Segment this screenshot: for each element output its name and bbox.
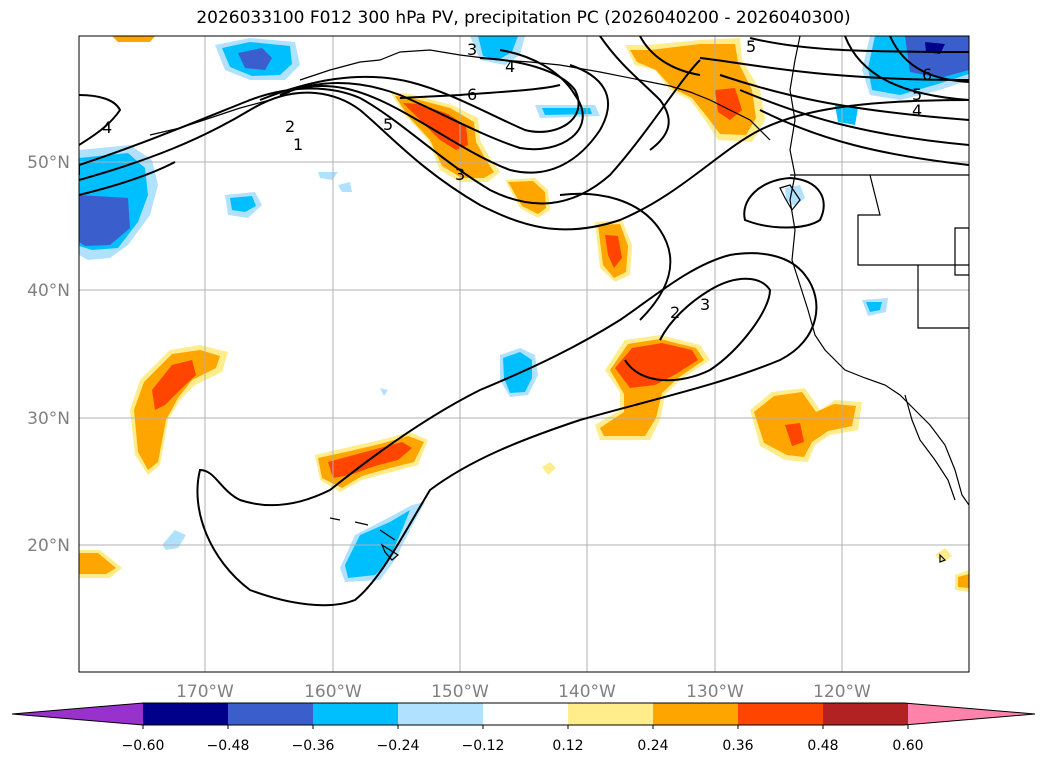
colorbar-swatch-2 xyxy=(228,703,313,725)
pv-contour-6 xyxy=(399,84,561,99)
lon-label-120w: 120°W xyxy=(813,682,871,702)
contour-label-6b: 6 xyxy=(922,65,932,84)
colorbar-swatches xyxy=(12,703,1035,725)
pv-contour-2 xyxy=(79,59,701,205)
colorbar-tick-label: −0.24 xyxy=(377,738,420,754)
lon-label-160w: 160°W xyxy=(304,682,362,702)
colorbar-swatch-5 xyxy=(483,703,568,725)
colorbar-swatch-7 xyxy=(653,703,738,725)
lat-label-40n: 40°N xyxy=(27,281,70,301)
colorbar-swatch-9 xyxy=(823,703,908,725)
colorbar-swatch-high-extend xyxy=(908,703,1035,725)
pv-contour-5 xyxy=(259,57,580,133)
colorbar-swatch-6 xyxy=(568,703,653,725)
contour-label-5a: 5 xyxy=(383,115,393,134)
pv-contour-1 xyxy=(79,91,969,231)
pv-contour-4 xyxy=(279,49,584,151)
lon-label-170w: 170°W xyxy=(176,682,234,702)
contour-label-3a: 3 xyxy=(455,165,465,184)
gridlines xyxy=(79,36,969,672)
contour-label-2b: 2 xyxy=(670,303,680,322)
lat-label-30n: 30°N xyxy=(27,409,70,429)
contour-label-4b: 4 xyxy=(912,101,922,120)
colorbar-tick-label: 0.24 xyxy=(637,738,668,754)
contour-label-6a: 6 xyxy=(467,85,477,104)
colorbar-swatch-3 xyxy=(313,703,398,725)
contour-label-2a: 2 xyxy=(285,117,295,136)
contour-label-3c: 3 xyxy=(700,295,710,314)
colorbar-ticks: −0.60 −0.48 −0.36 −0.24 −0.12 0.12 0.24 0.36 0.4… xyxy=(122,725,924,754)
colorbar-tick-label: −0.12 xyxy=(462,738,505,754)
colorbar: −0.60 −0.48 −0.36 −0.24 −0.12 0.12 0.24 0.36 0.4… xyxy=(11,702,1036,754)
lat-label-20n: 20°N xyxy=(27,536,70,556)
colorbar-tick-label: −0.36 xyxy=(292,738,335,754)
colorbar-tick-label: −0.60 xyxy=(122,738,165,754)
pv-contour-upper-right xyxy=(749,37,969,53)
contour-labels: 1 2 2 3 3 3 4 4 4 5 5 5 6 6 xyxy=(102,37,932,322)
pv-contour-trough xyxy=(196,252,818,607)
map-title: 2026033100 F012 300 hPa PV, precipitatio… xyxy=(196,8,851,28)
pv-contour-3 xyxy=(289,64,610,174)
map-area: 1 2 2 3 3 3 4 4 4 5 5 5 6 6 xyxy=(79,36,969,672)
contour-label-1: 1 xyxy=(293,135,303,154)
lat-label-50n: 50°N xyxy=(27,153,70,173)
colorbar-swatch-8 xyxy=(738,703,823,725)
colorbar-tick-label: 0.48 xyxy=(807,738,838,754)
colorbar-swatch-4 xyxy=(398,703,483,725)
colorbar-tick-label: 0.12 xyxy=(552,738,583,754)
contour-label-3b: 3 xyxy=(467,40,477,59)
contour-label-4c: 4 xyxy=(102,118,112,137)
colorbar-swatch-low-extend xyxy=(12,703,143,725)
lon-label-130w: 130°W xyxy=(686,682,744,702)
contour-label-5c: 5 xyxy=(912,85,922,104)
colorbar-tick-label: 0.60 xyxy=(892,738,923,754)
colorbar-outline xyxy=(11,702,1036,726)
longitude-labels: 170°W 160°W 150°W 140°W 130°W 120°W xyxy=(176,682,871,702)
pv-contours xyxy=(79,36,969,607)
contour-label-4a: 4 xyxy=(505,57,515,76)
contour-label-5b: 5 xyxy=(746,37,756,56)
colorbar-tick-label: −0.48 xyxy=(207,738,250,754)
latitude-labels: 50°N 40°N 30°N 20°N xyxy=(27,153,70,556)
lon-label-140w: 140°W xyxy=(558,682,616,702)
map-frame xyxy=(78,35,970,673)
lon-label-150w: 150°W xyxy=(431,682,489,702)
colorbar-swatch-1 xyxy=(143,703,228,725)
colorbar-tick-label: 0.36 xyxy=(722,738,753,754)
